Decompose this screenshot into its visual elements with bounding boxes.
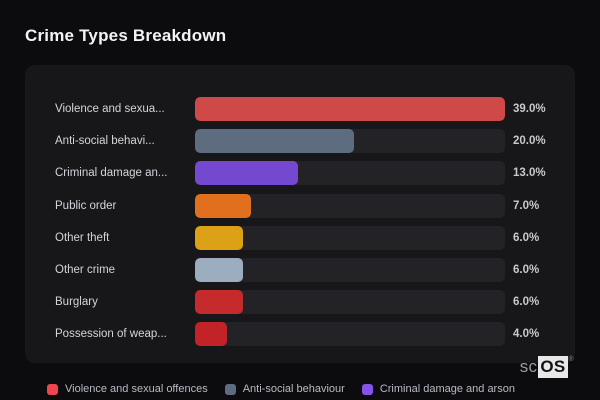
bar-category-label: Burglary — [55, 296, 98, 309]
bar-rows-container: Violence and sexua... 39.0% Anti-social … — [25, 93, 575, 351]
watermark-logo: sc OS ® — [520, 356, 574, 378]
bar-track — [195, 193, 505, 218]
legend-label: Anti-social behaviour — [242, 383, 345, 395]
bar-row: Other crime 6.0% — [25, 254, 575, 286]
bar-fill[interactable] — [195, 290, 243, 315]
legend-label: Violence and sexual offences — [65, 383, 208, 395]
legend-swatch-icon — [224, 383, 236, 395]
bar-row: Burglary 6.0% — [25, 286, 575, 318]
bar-fill[interactable] — [195, 193, 251, 218]
bar-value-label: 20.0% — [513, 135, 546, 148]
bar-track — [195, 129, 505, 154]
bar-row: Possession of weap... 4.0% — [25, 318, 575, 350]
legend-item[interactable]: Criminal damage and arson — [361, 383, 515, 395]
bar-fill[interactable] — [195, 258, 243, 283]
bar-row: Violence and sexua... 39.0% — [25, 93, 575, 125]
legend-item[interactable]: Violence and sexual offences — [47, 383, 208, 395]
legend-item[interactable]: Anti-social behaviour — [224, 383, 345, 395]
bar-row: Public order 7.0% — [25, 190, 575, 222]
bar-value-label: 4.0% — [513, 328, 540, 341]
legend-swatch-icon — [361, 383, 373, 395]
registered-trademark-icon: ® — [568, 356, 574, 363]
bar-value-label: 7.0% — [513, 199, 540, 212]
chart-panel: Violence and sexua... 39.0% Anti-social … — [25, 65, 575, 363]
bar-track — [195, 97, 505, 122]
watermark-boxed-text: OS — [538, 356, 568, 378]
bar-category-label: Anti-social behavi... — [55, 135, 155, 148]
chart-legend: Violence and sexual offences Anti-social… — [47, 383, 515, 395]
bar-value-label: 13.0% — [513, 167, 546, 180]
bar-track — [195, 161, 505, 186]
legend-swatch-icon — [47, 383, 58, 395]
bar-track — [195, 258, 505, 283]
bar-category-label: Possession of weap... — [55, 328, 167, 341]
page-title: Crime Types Breakdown — [25, 26, 227, 45]
bar-track — [195, 322, 505, 347]
bar-category-label: Public order — [55, 199, 117, 212]
bar-fill[interactable] — [195, 225, 243, 250]
bar-category-label: Criminal damage an... — [55, 167, 168, 180]
bar-value-label: 6.0% — [513, 264, 540, 277]
bar-fill[interactable] — [195, 97, 505, 122]
bar-category-label: Violence and sexua... — [55, 103, 165, 116]
bar-category-label: Other theft — [55, 231, 110, 244]
bar-row: Criminal damage an... 13.0% — [25, 157, 575, 189]
bar-fill[interactable] — [195, 161, 299, 186]
bar-fill[interactable] — [195, 322, 227, 347]
bar-track — [195, 290, 505, 315]
bar-value-label: 39.0% — [513, 103, 546, 116]
legend-label: Criminal damage and arson — [379, 383, 515, 395]
bar-value-label: 6.0% — [513, 296, 540, 309]
bar-row: Anti-social behavi... 20.0% — [25, 125, 575, 157]
bar-value-label: 6.0% — [513, 231, 540, 244]
watermark-prefix: sc — [519, 357, 538, 376]
bar-track — [195, 225, 505, 250]
bar-category-label: Other crime — [55, 264, 116, 277]
bar-row: Other theft 6.0% — [25, 222, 575, 254]
bar-fill[interactable] — [195, 129, 354, 154]
